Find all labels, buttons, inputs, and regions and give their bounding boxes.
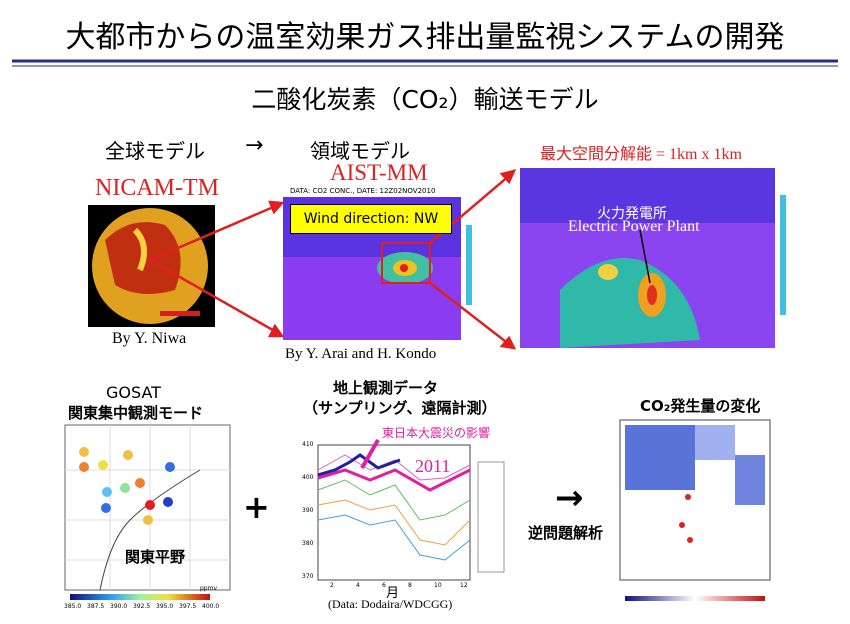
- credit: By Y. Niwa: [112, 330, 187, 347]
- plant-en: Electric Power Plant: [568, 218, 700, 235]
- model-name: NICAM-TM: [95, 175, 219, 201]
- ground-chart: [317, 439, 505, 581]
- source: (Data: Dodaira/WDCGG): [328, 597, 453, 611]
- label: 全球モデル: [105, 139, 205, 163]
- plus: +: [243, 488, 270, 526]
- x-tick-label: 6: [382, 582, 386, 589]
- credit: By Y. Arai and H. Kondo: [285, 346, 437, 362]
- heading: 地上観測データ: [333, 379, 439, 397]
- colorbar-label: 395.0: [156, 603, 174, 610]
- gosat-map: [64, 424, 231, 591]
- globe-image: [88, 205, 215, 327]
- colorbar-label: 392.5: [133, 603, 151, 610]
- y-tick-label: 390: [302, 507, 314, 514]
- gosat-colorbar: [70, 594, 210, 600]
- wind-label: Wind direction: NW: [290, 204, 452, 234]
- y-tick-label: 370: [302, 573, 314, 580]
- resolution: 最大空間分解能 = 1km x 1km: [540, 146, 742, 163]
- colorbar-label: 387.5: [87, 603, 105, 610]
- zoom-map: [520, 168, 786, 348]
- x-tick-label: 2: [330, 582, 334, 589]
- colorbar-label: 385.0: [64, 603, 82, 610]
- emission-map: [619, 419, 771, 601]
- y-tick-label: 380: [302, 540, 314, 547]
- heading: CO₂発生量の変化: [640, 397, 761, 415]
- heading: GOSAT: [106, 383, 161, 402]
- region: 関東平野: [125, 548, 186, 566]
- colorbar-label: 390.0: [110, 603, 128, 610]
- x-tick-label: 12: [460, 582, 468, 589]
- title: 大都市からの温室効果ガス排出量監視システムの開発: [65, 20, 785, 55]
- note: 東日本大震災の影響: [382, 426, 491, 440]
- model-name: AIST-MM: [330, 160, 428, 185]
- colorbar-label: 400.0: [202, 603, 220, 610]
- plant-ja: 火力発電所: [597, 206, 667, 222]
- x-tick-label: 10: [434, 582, 442, 589]
- x-tick-label: 8: [408, 582, 412, 589]
- connector-arrows: [149, 169, 517, 350]
- caption: DATA: CO2 CONC., DATE: 12Z02NOV2010: [290, 187, 436, 195]
- arrow: →: [555, 478, 584, 518]
- y-tick-label: 410: [302, 441, 314, 448]
- label: 領域モデル: [310, 139, 410, 163]
- arrow: →: [245, 133, 264, 158]
- heading: （サンプリング、遠隔計測）: [303, 399, 497, 417]
- subtitle: 二酸化炭素（CO₂）輸送モデル: [251, 85, 599, 114]
- y-tick-label: 400: [302, 474, 314, 481]
- label: 逆問題解析: [528, 524, 604, 542]
- colorbar-label: 397.5: [179, 603, 197, 610]
- year: 2011: [415, 456, 451, 476]
- x-label: 月: [386, 586, 400, 601]
- x-tick-label: 4: [356, 582, 360, 589]
- heading: 関東集中観測モード: [68, 404, 204, 422]
- unit: ppmv: [200, 585, 218, 592]
